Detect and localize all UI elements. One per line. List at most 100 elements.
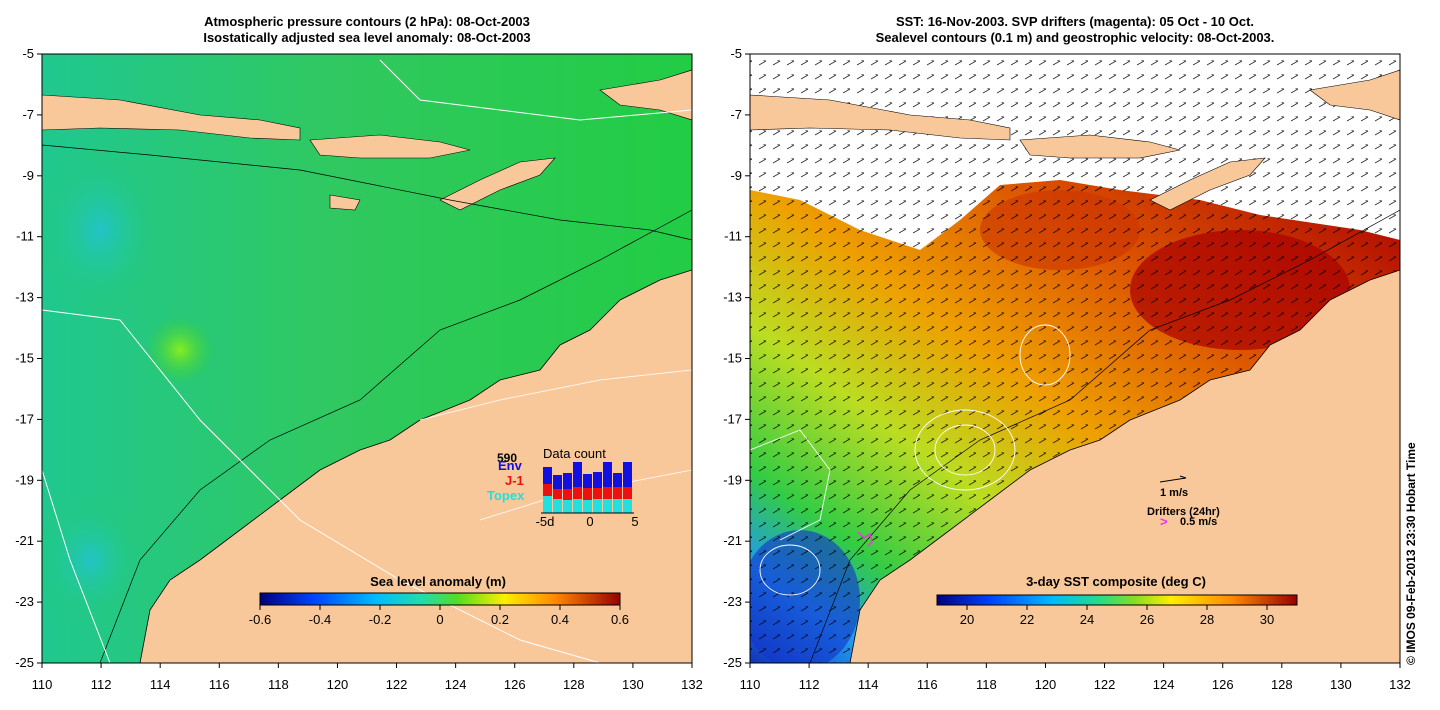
- sst-colorbar-ticks: 20 22 24 26 28 30: [960, 605, 1274, 627]
- lat-tick-label: -9: [730, 168, 742, 183]
- left-title-line2: Isostatically adjusted sea level anomaly…: [203, 30, 531, 45]
- nusa-tenggara-island-right: [1019, 134, 1181, 159]
- velocity-scale-arrowhead: [1179, 475, 1187, 479]
- drifters-label: Drifters (24hr): [1147, 506, 1220, 518]
- pressure-contour-1: [42, 309, 601, 663]
- lon-tick-label: 128: [1271, 677, 1293, 692]
- data-count-bar-segment: [613, 499, 622, 513]
- sla-colorbar-ticks: -0.6 -0.4 -0.2 0 0.2 0.4 0.6: [249, 605, 629, 627]
- colorbar-tick-label: -0.2: [369, 612, 391, 627]
- lon-tick-label: 116: [917, 677, 938, 692]
- pressure-contour-3: [379, 59, 692, 121]
- data-count-bar-segment: [573, 462, 582, 487]
- left-title-line1: Atmospheric pressure contours (2 hPa): 0…: [204, 14, 530, 29]
- data-count-bar-segment: [593, 488, 602, 499]
- right-panel-title: SST: 16-Nov-2003. SVP drifters (magenta)…: [750, 14, 1400, 46]
- lat-tick-label: -19: [723, 472, 742, 487]
- lon-tick-label: 126: [1212, 677, 1234, 692]
- colorbar-tick-label: -0.4: [309, 612, 331, 627]
- sealevel-contour-5: [750, 429, 831, 541]
- colorbar-tick-label: -0.6: [249, 612, 271, 627]
- lon-tick-label: 110: [32, 677, 53, 692]
- lon-tick-label: 124: [1153, 677, 1175, 692]
- lon-tick-label: 120: [1035, 677, 1057, 692]
- data-count-bar-segment: [553, 489, 562, 499]
- lat-tick-label: -7: [730, 107, 742, 122]
- sealevel-contour-3: [1019, 324, 1071, 386]
- colorbar-tick-label: 0.4: [551, 612, 569, 627]
- pressure-contour-2: [42, 469, 111, 663]
- velocity-scale-arrow: [1159, 477, 1187, 483]
- colorbar-tick-label: 30: [1260, 612, 1274, 627]
- lon-tick-label: 126: [504, 677, 526, 692]
- lat-tick-label: -23: [723, 594, 742, 609]
- sla-high-anomaly: [145, 315, 215, 385]
- drifter-arrow-icon: >: [1160, 514, 1168, 529]
- colorbar-tick-label: 26: [1140, 612, 1154, 627]
- pressure-contour-4: [419, 369, 692, 421]
- colorbar-tick-label: 0.2: [491, 612, 509, 627]
- data-count-tick-end: 5: [631, 514, 638, 529]
- colorbar-tick-label: 20: [960, 612, 974, 627]
- velocity-scale-label: 1 m/s: [1160, 487, 1188, 499]
- lat-tick-label: -17: [15, 411, 34, 426]
- australia-land: [139, 269, 692, 663]
- lon-tick-label: 114: [858, 677, 879, 692]
- velocity-legend: 1 m/s Drifters (24hr) > 0.5 m/s: [1147, 475, 1220, 529]
- data-count-bar-segment: [603, 487, 612, 499]
- lat-tick-label: -15: [15, 351, 34, 366]
- lon-tick-label: 124: [445, 677, 467, 692]
- australia-land-right: [849, 269, 1400, 663]
- data-count-bar-segment: [543, 496, 552, 513]
- data-count-bar-segment: [623, 499, 632, 513]
- data-count-bar-segment: [543, 467, 552, 484]
- sla-low-anomaly-south: [42, 490, 150, 630]
- right-title-line2: Sealevel contours (0.1 m) and geostrophi…: [875, 30, 1275, 45]
- lon-tick-label: 118: [976, 677, 997, 692]
- data-count-bar-segment: [613, 487, 622, 499]
- lat-tick-label: -7: [22, 107, 34, 122]
- nusa-tenggara-island: [309, 134, 471, 159]
- data-count-tick-start: -5d: [536, 514, 555, 529]
- drifter-track: [857, 531, 873, 547]
- data-count-bars: [543, 462, 632, 513]
- timor-island: [439, 157, 556, 211]
- data-count-topex-label: Topex: [487, 488, 525, 503]
- data-count-j1-label: J-1: [505, 473, 524, 488]
- data-count-bar-segment: [623, 487, 632, 499]
- right-map: [750, 54, 1400, 663]
- sla-colorbar: [259, 592, 621, 606]
- lat-tick-label: -19: [15, 472, 34, 487]
- lat-tick-label: -9: [22, 168, 34, 183]
- north-island-right: [1309, 69, 1400, 121]
- sst-colorbar-title: 3-day SST composite (deg C): [1026, 574, 1206, 589]
- credit-text: © IMOS 09-Feb-2013 23:30 Hobart Time: [1404, 442, 1418, 665]
- lon-tick-label: 120: [327, 677, 349, 692]
- lat-tick-label: -11: [724, 229, 742, 244]
- data-count-bar-segment: [603, 499, 612, 513]
- java-island: [42, 94, 301, 141]
- java-island-right: [750, 94, 1011, 141]
- data-count-bar-segment: [583, 500, 592, 513]
- data-count-bar-segment: [573, 487, 582, 499]
- lon-tick-label: 112: [799, 677, 820, 692]
- colorbar-tick-label: 24: [1080, 612, 1094, 627]
- left-panel-title: Atmospheric pressure contours (2 hPa): 0…: [42, 14, 692, 46]
- lat-tick-label: -17: [723, 411, 742, 426]
- data-count-bar-segment: [623, 462, 632, 487]
- lon-tick-label: 110: [740, 677, 761, 692]
- sealevel-contour-1: [934, 424, 996, 476]
- data-count-bar-segment: [563, 473, 572, 489]
- data-count-bar-segment: [573, 499, 582, 513]
- lon-tick-label: 122: [1094, 677, 1116, 692]
- lat-tick-label: -25: [15, 655, 34, 670]
- lon-tick-label: 132: [681, 677, 703, 692]
- sumba-island: [329, 194, 361, 211]
- sst-colorbar: [936, 594, 1298, 606]
- data-count-bar-segment: [593, 472, 602, 488]
- lat-tick-label: -11: [16, 229, 34, 244]
- lat-tick-label: -5: [22, 46, 34, 61]
- colorbar-tick-label: 28: [1200, 612, 1214, 627]
- drifter-speed-label: 0.5 m/s: [1180, 516, 1217, 528]
- lat-tick-label: -5: [730, 46, 742, 61]
